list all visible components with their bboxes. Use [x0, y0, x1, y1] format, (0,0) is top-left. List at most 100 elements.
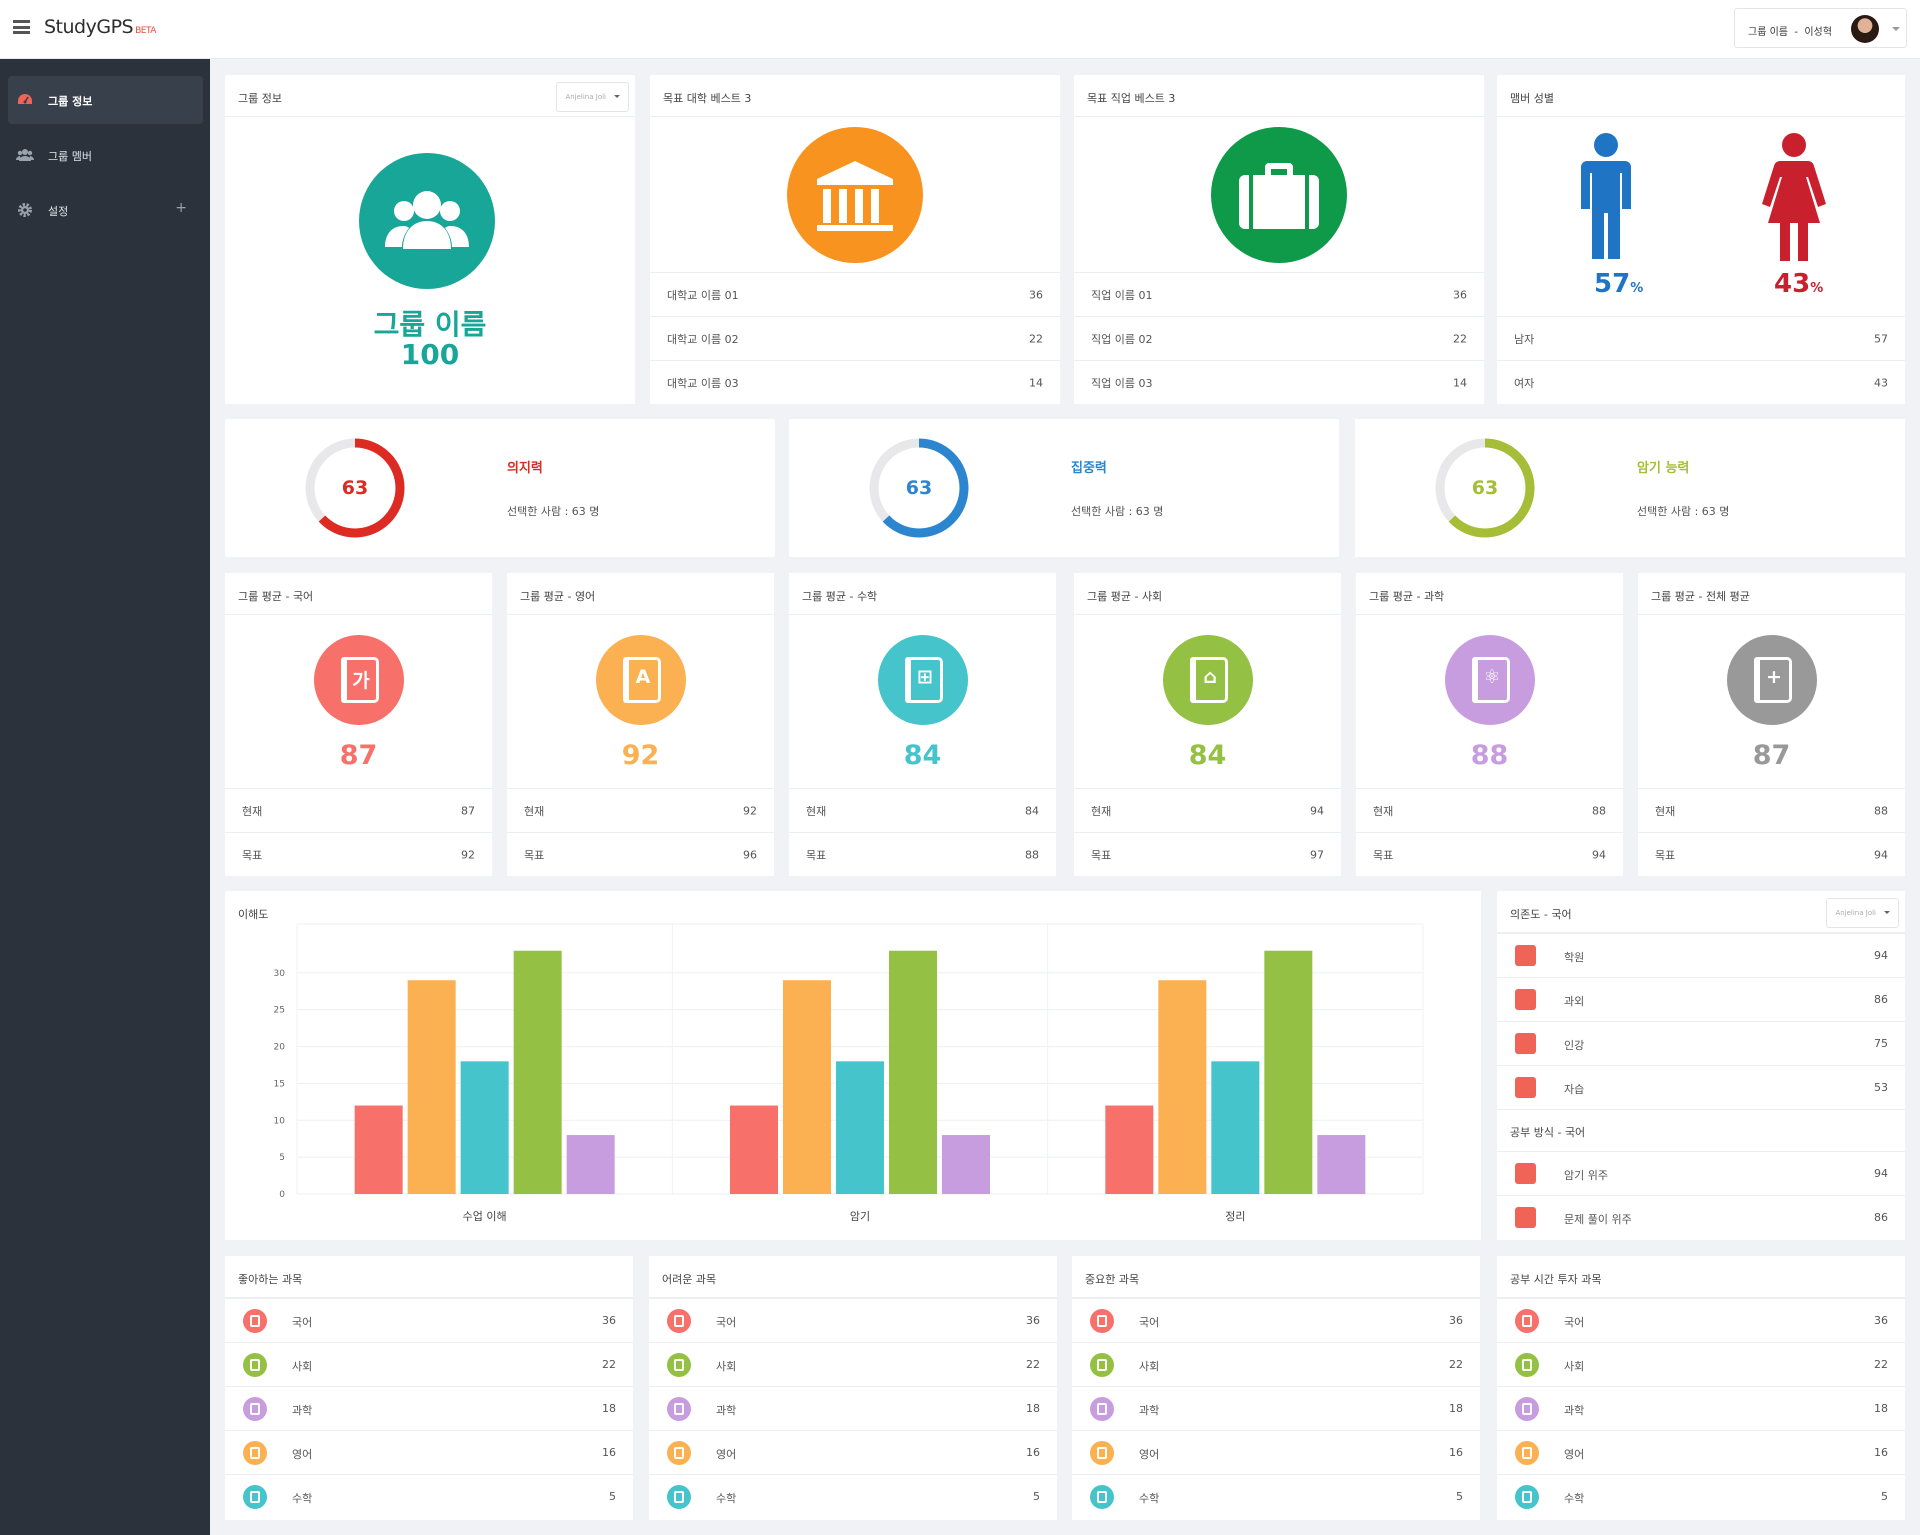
list-item: 현재 88	[1356, 788, 1623, 832]
card-title: 공부 시간 투자 과목	[1510, 1273, 1602, 1286]
subject-value: 36	[1449, 1314, 1463, 1327]
list-item: 목표 88	[789, 832, 1056, 876]
job-count: 14	[1453, 376, 1467, 389]
goal-label: 목표	[806, 848, 827, 862]
member-select[interactable]: Anjelina Joli	[556, 82, 629, 112]
expand-icon[interactable]: +	[175, 200, 187, 216]
member-select[interactable]: Anjelina Joli	[1826, 898, 1899, 928]
list-item: 사회 22	[649, 1342, 1057, 1386]
list-item: 목표 94	[1356, 832, 1623, 876]
subject-score: 87	[339, 740, 378, 771]
online-lecture-icon	[1515, 1033, 1536, 1054]
dependency-label: 자습	[1564, 1083, 1585, 1096]
subject-icon	[1090, 1397, 1114, 1421]
memorize-icon	[1515, 1163, 1536, 1184]
book-icon	[1097, 1315, 1107, 1327]
group-info-card: 그룹 정보 Anjelina Joli 그룹 이름 100	[225, 75, 635, 404]
goal-label: 목표	[1373, 848, 1394, 862]
book-icon	[1522, 1359, 1532, 1371]
subject-value: 22	[1449, 1358, 1463, 1371]
card-header: 그룹 평균 - 사회	[1074, 573, 1341, 615]
subject-value: 5	[1456, 1490, 1463, 1503]
app-logo[interactable]: StudyGPS BETA	[44, 16, 156, 38]
subject-value: 18	[1449, 1402, 1463, 1415]
subject-label: 과학	[1564, 1404, 1585, 1417]
section-title: 공부 방식 - 국어	[1510, 1126, 1586, 1139]
app-name: StudyGPS	[44, 16, 134, 38]
subject-icon	[1515, 1397, 1539, 1421]
y-tick-label: 25	[274, 1006, 285, 1016]
gauge-sub: 선택한 사람 : 63 명	[507, 505, 600, 518]
sidebar: 그룹 정보 그룹 멤버 설정 +	[0, 59, 210, 1535]
goal-value: 92	[461, 848, 475, 861]
university-icon	[817, 161, 893, 231]
subject-label: 사회	[716, 1360, 737, 1373]
dashboard-icon	[18, 94, 32, 104]
list-item: 과학 18	[225, 1386, 633, 1430]
card-title: 그룹 평균 - 과학	[1369, 590, 1445, 603]
subject-value: 22	[1874, 1358, 1888, 1371]
list-item: 사회 22	[1072, 1342, 1480, 1386]
book-icon	[1522, 1403, 1532, 1415]
book-icon	[674, 1315, 684, 1327]
subject-value: 5	[1033, 1490, 1040, 1503]
chart-bar	[783, 980, 831, 1194]
book-icon	[1522, 1315, 1532, 1327]
gauge-value: 63	[906, 477, 932, 499]
gauge-sub: 선택한 사람 : 63 명	[1071, 505, 1164, 518]
icon-glyph: A	[635, 666, 651, 688]
subject-icon	[1090, 1441, 1114, 1465]
dependency-label: 인강	[1564, 1039, 1585, 1052]
book-icon	[1097, 1403, 1107, 1415]
subject-average-card: 그룹 평균 - 국어 가 87 현재 87 목표 92	[225, 573, 492, 876]
chart-bar	[1211, 1061, 1260, 1194]
gear-icon	[18, 203, 32, 217]
subject-score: 88	[1470, 740, 1509, 771]
card-header: 그룹 정보 Anjelina Joli	[225, 75, 635, 117]
male-icon	[1581, 133, 1631, 259]
target-job-card: 목표 직업 베스트 3 직업 이름 01 36 직업 이름 02 22 직업 이름 …	[1074, 75, 1484, 404]
subject-label: 영어	[1139, 1448, 1160, 1461]
memory-card: 63 암기 능력 선택한 사람 : 63 명	[1355, 419, 1905, 557]
target-university-card: 목표 대학 베스트 3 대학교 이름 01 36 대학교 이름 02 22 대학교 …	[650, 75, 1060, 404]
chart-bar	[407, 980, 456, 1194]
chart-bar	[566, 1135, 615, 1194]
list-item: 과학 18	[1497, 1386, 1905, 1430]
user-menu[interactable]: 그룹 이름 - 이성혁	[1734, 8, 1907, 48]
subject-label: 국어	[716, 1316, 737, 1329]
subject-value: 16	[602, 1446, 616, 1459]
chart-bar	[730, 1105, 778, 1194]
subject-icon	[1515, 1485, 1539, 1509]
goal-value: 94	[1592, 848, 1606, 861]
job-name: 직업 이름 02	[1091, 332, 1153, 346]
card-header: 그룹 평균 - 영어	[507, 573, 774, 615]
icon-glyph: 가	[352, 670, 370, 692]
female-percent: 43%	[1774, 269, 1823, 299]
subject-label: 영어	[1564, 1448, 1585, 1461]
user-separator: -	[1794, 27, 1798, 38]
user-group-name: 그룹 이름	[1748, 27, 1788, 38]
subject-label: 과학	[716, 1404, 737, 1417]
focus-card: 63 집중력 선택한 사람 : 63 명	[789, 419, 1339, 557]
goal-label: 목표	[1091, 848, 1112, 862]
subject-score: 92	[621, 740, 660, 771]
goal-value: 94	[1874, 848, 1888, 861]
book-plus-icon: +	[1753, 657, 1792, 703]
sidebar-item-group-info[interactable]: 그룹 정보	[8, 76, 203, 124]
subject-icon	[667, 1353, 691, 1377]
y-tick-label: 15	[274, 1079, 285, 1089]
job-icon-circle	[1211, 127, 1347, 263]
card-title: 맴버 성별	[1510, 92, 1554, 105]
list-item: 영어 16	[1497, 1430, 1905, 1474]
sidebar-item-settings[interactable]: 설정 +	[8, 186, 203, 234]
menu-icon[interactable]	[13, 20, 30, 34]
card-header: 목표 대학 베스트 3	[650, 75, 1060, 117]
male-percent-value: 57	[1594, 269, 1631, 299]
sidebar-item-group-members[interactable]: 그룹 멤버	[8, 131, 203, 179]
chart-title: 이해도	[238, 908, 269, 921]
list-item: 현재 84	[789, 788, 1056, 832]
list-item: 대학교 이름 01 36	[650, 272, 1060, 316]
list-item: 수학 5	[1072, 1474, 1480, 1518]
focus-gauge: 63	[869, 438, 969, 538]
group-count: 100	[400, 338, 460, 371]
